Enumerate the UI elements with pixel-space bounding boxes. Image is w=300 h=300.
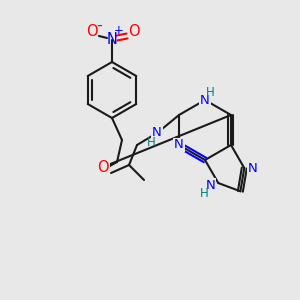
Text: N: N: [152, 127, 162, 140]
Text: N: N: [206, 178, 215, 191]
Text: O: O: [97, 160, 109, 175]
Text: N: N: [200, 94, 210, 106]
Text: -: -: [96, 17, 102, 32]
Text: +: +: [114, 23, 124, 37]
Text: N: N: [174, 139, 184, 152]
Text: N: N: [248, 161, 257, 175]
Text: O: O: [86, 25, 98, 40]
Text: H: H: [200, 187, 209, 200]
Text: N: N: [106, 32, 117, 47]
Text: H: H: [206, 85, 214, 98]
Text: O: O: [128, 25, 140, 40]
Text: H: H: [147, 136, 155, 148]
